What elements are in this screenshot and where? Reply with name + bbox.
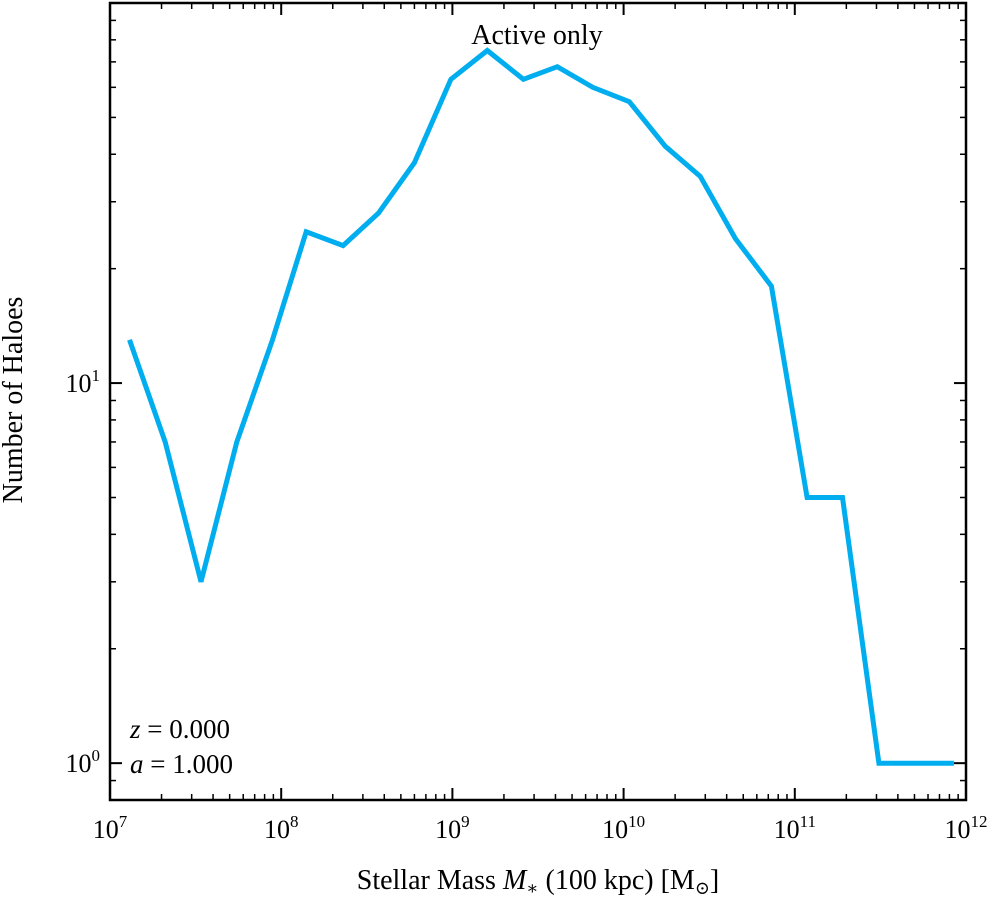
x-axis-label: Stellar Mass M∗ (100 kpc) [M⊙] xyxy=(357,865,720,898)
x-tick-label-exponent: 9 xyxy=(461,812,470,831)
y-tick-label: 100 xyxy=(66,746,101,778)
x-tick-label: 1010 xyxy=(602,812,645,844)
x-tick-label-base: 10 xyxy=(945,815,971,844)
y-tick-label-base: 10 xyxy=(66,749,92,778)
x-tick-label: 1012 xyxy=(945,812,988,844)
x-tick-label-exponent: 12 xyxy=(971,812,988,831)
x-tick-label: 109 xyxy=(435,812,470,844)
x-tick-label: 107 xyxy=(93,812,128,844)
x-tick-label-base: 10 xyxy=(93,815,119,844)
y-tick-label-exponent: 1 xyxy=(92,366,101,385)
x-tick-label-exponent: 7 xyxy=(119,812,128,831)
x-tick-labels: 107 108 109 1010 1011 1012 xyxy=(93,812,988,844)
y-axis-label: Number of Haloes xyxy=(0,297,29,504)
series-line xyxy=(127,47,954,766)
y-tick-label: 101 xyxy=(66,366,101,398)
x-tick-label-exponent: 8 xyxy=(290,812,299,831)
x-tick-label-base: 10 xyxy=(264,815,290,844)
y-tick-label-exponent: 0 xyxy=(92,746,101,765)
chart-title: Active only xyxy=(471,20,602,51)
scale-factor-annotation: a = 1.000 xyxy=(130,749,233,779)
x-tick-label-exponent: 11 xyxy=(800,812,816,831)
x-tick-label-base: 10 xyxy=(602,815,628,844)
y-tick-label-base: 10 xyxy=(66,369,92,398)
plot-frame xyxy=(108,1,968,802)
x-tick-label-base: 10 xyxy=(435,815,461,844)
x-tick-label: 108 xyxy=(264,812,299,844)
x-tick-label-base: 10 xyxy=(774,815,800,844)
x-tick-label-exponent: 10 xyxy=(628,812,645,831)
x-tick-label: 1011 xyxy=(774,812,816,844)
redshift-annotation: z = 0.000 xyxy=(129,714,230,744)
series-layer xyxy=(127,47,954,766)
